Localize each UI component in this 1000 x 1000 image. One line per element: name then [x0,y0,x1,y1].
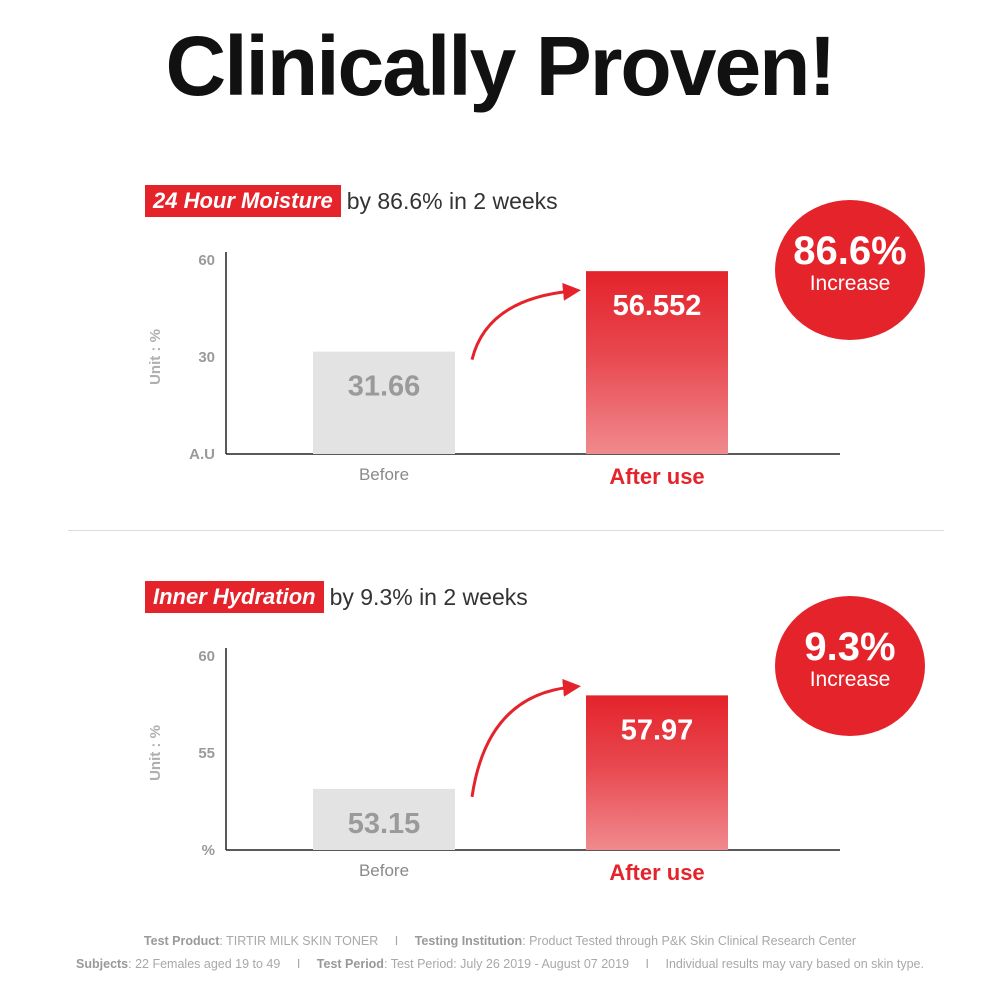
before-bar [313,788,455,850]
y-tick-label: A.U [189,446,215,463]
badge-label: Increase [809,272,891,295]
footer-line-2: Subjects: 22 Females aged 19 to 49 I Tes… [76,957,924,971]
footer-label: Test Product [143,934,220,948]
footer-value: Individual results may vary based on ski… [665,957,924,971]
category-label-before: Before [359,465,409,484]
footer-line-1: Test Product: TIRTIR MILK SKIN TONER I T… [143,934,857,948]
y-axis-title: Unit : % [147,329,164,385]
section-divider [68,530,944,531]
page-title: Clinically Proven! [165,19,837,113]
footer-label: Test Period [316,957,384,971]
footer-value: 22 Females aged 19 to 49 [135,957,281,971]
footer-value: Product Tested through P&K Skin Clinical… [529,934,857,948]
footer-label: Subjects [76,957,129,971]
footer-separator: I [394,934,399,948]
moisture-chart-panel: 24 Hour Moisture by 86.6% in 2 weeks 60 30… [0,170,1000,570]
category-label-after: After use [609,860,704,885]
bar-value-label: 31.66 [348,371,421,403]
increase-badge: 9.3% Increase [775,596,925,736]
after-bar [586,271,728,454]
footer-value: Test Period: July 26 2019 - August 07 20… [390,957,630,971]
category-label-after: After use [609,464,704,489]
badge-value: 9.3% [804,625,896,669]
y-axis-title: Unit : % [147,725,164,781]
chart-heading-suffix: by 9.3% in 2 weeks [329,583,528,610]
footer-separator: I [296,957,301,971]
increase-badge: 86.6% Increase [775,200,925,340]
y-tick-label: % [202,842,215,859]
chart-heading: Inner Hydration by 9.3% in 2 weeks [145,581,528,613]
chart-heading: 24 Hour Moisture by 86.6% in 2 weeks [145,185,558,217]
chart-heading-suffix: by 86.6% in 2 weeks [346,187,558,214]
footer-separator: I [645,957,650,971]
growth-arrow [470,282,581,360]
before-bar [313,351,455,454]
chart-heading-tag: Inner Hydration [145,581,324,613]
footer-value: TIRTIR MILK SKIN TONER [226,934,379,948]
y-tick-label: 55 [198,745,215,762]
growth-arrow [470,678,581,798]
moisture-chart: 60 30 A.U Unit : % 31.66 Before 56.552 After us… [147,252,840,489]
badge-value: 86.6% [793,229,907,273]
y-tick-label: 60 [198,648,215,665]
y-tick-label: 30 [198,349,215,366]
category-label-before: Before [359,861,409,880]
badge-label: Increase [809,668,891,691]
footer-label: Testing Institution [414,934,523,948]
after-bar [586,695,728,850]
bar-value-label: 57.97 [621,714,694,746]
chart-heading-tag: 24 Hour Moisture [145,185,341,217]
bar-value-label: 53.15 [348,808,421,840]
y-tick-label: 60 [198,252,215,269]
hydration-chart: 60 55% Unit : % 53.15 Before 57.97 After use [147,648,840,885]
hydration-chart-panel: Inner Hydration by 9.3% in 2 weeks 60 55% U… [0,566,1000,966]
bar-value-label: 56.552 [613,290,702,322]
